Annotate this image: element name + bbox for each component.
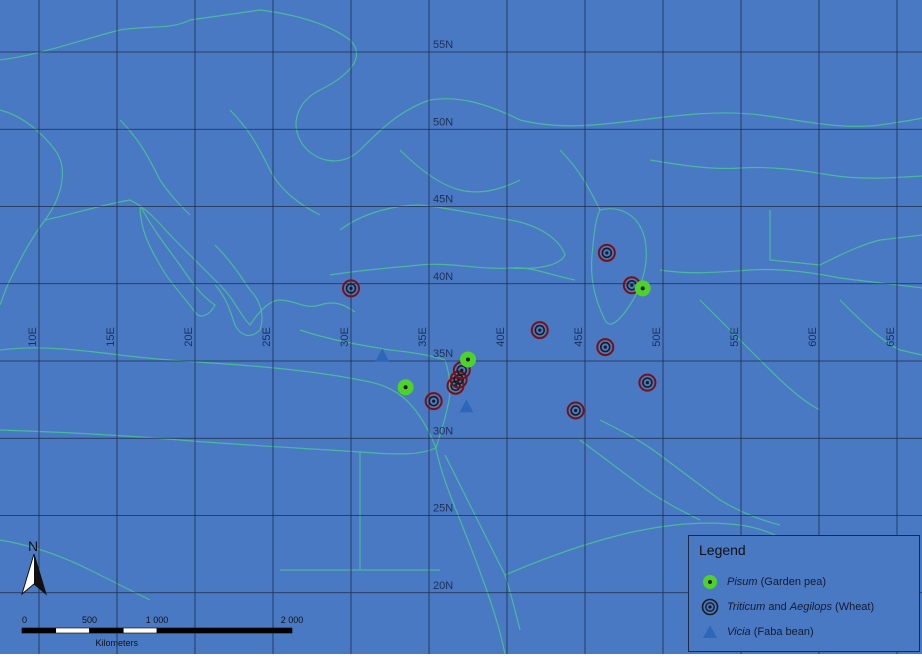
longitude-label: 60E: [807, 327, 819, 347]
longitude-labels: 10E 15E 20E 25E 30E 35E 40E 45E 50E 55E 60E 65E: [27, 327, 897, 347]
latitude-label: 50N: [433, 116, 453, 128]
vicia-site-marker[interactable]: [459, 399, 474, 413]
legend-title: Legend: [699, 542, 746, 558]
wheat-site-marker[interactable]: [596, 338, 615, 357]
latitude-label: 30N: [433, 425, 453, 437]
longitude-label: 20E: [183, 327, 195, 347]
longitude-label: 55E: [729, 327, 741, 347]
north-arrow-icon: [21, 554, 47, 596]
pisum-marker-icon: [699, 572, 721, 592]
wheat-site-marker[interactable]: [530, 321, 549, 340]
wheat-marker-icon: [699, 597, 721, 617]
legend-vicia-label: Vicia (Faba bean): [727, 626, 814, 638]
latitude-label: 35N: [433, 348, 453, 360]
scale-bar-tick-label: 500: [82, 615, 97, 625]
scale-bar-tick-label: 0: [22, 615, 27, 625]
legend: Legend Pisum (Garden pea) Triticum and A…: [688, 535, 920, 652]
vicia-marker-icon: [699, 622, 721, 642]
wheat-site-marker[interactable]: [597, 243, 616, 262]
scale-bar-unit: Kilometers: [96, 638, 139, 648]
longitude-label: 10E: [27, 327, 39, 347]
longitude-label: 50E: [651, 327, 663, 347]
longitude-label: 45E: [573, 327, 585, 347]
scale-bar-segment: [21, 627, 57, 634]
coastlines: [0, 9, 922, 654]
scale-bar-segment: [55, 627, 90, 634]
wheat-site-marker[interactable]: [424, 392, 443, 411]
vicia-site-marker[interactable]: [375, 348, 390, 362]
latitude-labels: 55N 50N 45N 40N 35N 30N 25N 20N: [433, 39, 453, 592]
scale-bar-segment: [156, 627, 293, 634]
longitude-label: 35E: [417, 327, 429, 347]
scale-bar-tick-label: 2 000: [281, 615, 304, 625]
pisum-site-marker[interactable]: [460, 351, 476, 368]
latitude-label: 45N: [433, 194, 453, 206]
scale-bar-tick-label: 1 000: [146, 615, 169, 625]
latitude-label: 55N: [433, 39, 453, 51]
latitude-label: 20N: [433, 580, 453, 592]
legend-pisum-label: Pisum (Garden pea): [727, 576, 827, 588]
wheat-site-marker[interactable]: [342, 279, 360, 298]
latitude-label: 25N: [433, 503, 453, 515]
legend-item-pisum: Pisum (Garden pea): [699, 572, 826, 592]
longitude-label: 65E: [885, 327, 897, 347]
pisum-site-marker[interactable]: [634, 280, 651, 297]
longitude-label: 30E: [339, 327, 351, 347]
wheat-site-marker[interactable]: [638, 373, 657, 392]
north-arrow: N: [18, 538, 54, 598]
latitude-label: 40N: [433, 271, 453, 283]
longitude-label: 40E: [495, 327, 507, 347]
legend-wheat-label: Triticum and Aegilops (Wheat): [727, 601, 875, 613]
longitude-label: 15E: [105, 327, 117, 347]
pisum-site-marker[interactable]: [397, 379, 414, 396]
wheat-site-marker[interactable]: [566, 401, 585, 420]
legend-item-vicia: Vicia (Faba bean): [699, 622, 814, 642]
scale-bar-segment: [122, 627, 158, 634]
longitude-label: 25E: [261, 327, 273, 347]
legend-item-wheat: Triticum and Aegilops (Wheat): [699, 597, 874, 617]
crop-markers: [342, 243, 657, 420]
scale-bar: 0 500 1 000 2 000 Kilometers: [18, 612, 328, 652]
north-label: N: [28, 538, 39, 554]
scale-bar-segment: [89, 627, 124, 634]
